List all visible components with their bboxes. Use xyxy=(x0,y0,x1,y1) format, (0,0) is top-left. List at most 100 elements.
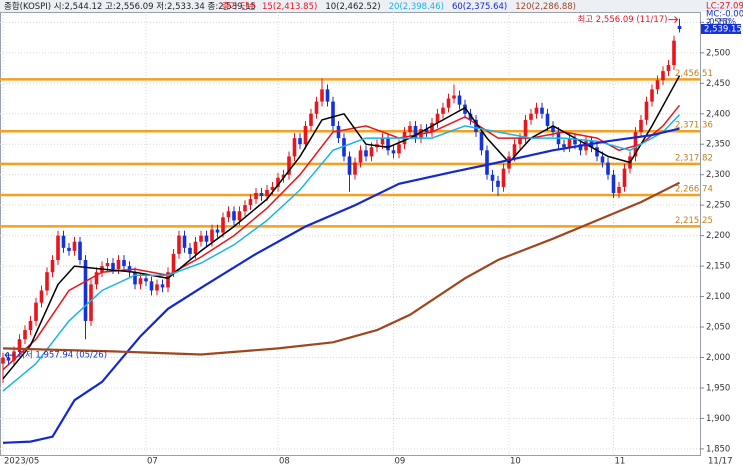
candle-body xyxy=(303,125,308,145)
y-tick-label: 2,350 xyxy=(706,140,730,150)
candle-body xyxy=(50,260,55,273)
y-tick-label: 2,000 xyxy=(706,353,730,363)
legend-entry: 120(2,286.88) xyxy=(515,2,576,12)
candle-body xyxy=(677,25,682,29)
legend-entry: 10(2,462.52) xyxy=(325,2,380,12)
candle-body xyxy=(94,272,99,285)
ma-line xyxy=(2,181,680,356)
candle-body xyxy=(83,260,88,321)
candle-body xyxy=(171,253,176,273)
candle-body xyxy=(446,98,451,108)
candle-body xyxy=(611,174,616,193)
candle-body xyxy=(67,247,71,251)
legend-entry: 60(2,375.64) xyxy=(452,2,507,12)
candle-body xyxy=(298,138,302,145)
high-note: 최고 2,556.09 (11/17) xyxy=(577,14,667,25)
y-tick-label: 2,200 xyxy=(706,231,730,241)
candle-body xyxy=(501,168,506,187)
candle-body xyxy=(463,104,467,114)
candle-body xyxy=(243,205,247,212)
candle-body xyxy=(259,192,264,197)
candle-body xyxy=(78,241,82,261)
candle-body xyxy=(529,113,533,120)
candle-body xyxy=(413,125,418,139)
y-tick-label: 2,500 xyxy=(706,48,730,58)
candle-body xyxy=(496,180,500,187)
support-label: 2,266.74 xyxy=(675,184,713,194)
candle-body xyxy=(441,107,445,114)
x-tick-label: 09 xyxy=(395,457,406,467)
candle-body xyxy=(518,138,522,145)
candle-body xyxy=(424,128,429,133)
candle-body xyxy=(540,107,544,114)
candle-body xyxy=(430,122,434,133)
candle-body xyxy=(177,235,181,254)
candle-body xyxy=(215,229,220,233)
candle-body xyxy=(551,125,555,133)
candle-body xyxy=(567,138,572,148)
x-tick-label: 07 xyxy=(147,457,158,467)
candle-body xyxy=(562,144,566,148)
x-tick-label: 2023/05 xyxy=(4,457,39,467)
candle-body xyxy=(644,101,649,120)
candle-body xyxy=(39,290,44,303)
y-tick-label: 1,950 xyxy=(706,383,730,393)
corner-label: LC:27.09 xyxy=(706,2,743,12)
candle-body xyxy=(342,138,346,157)
support-label: 2,456.51 xyxy=(675,69,713,79)
candle-body xyxy=(144,278,148,282)
candle-body xyxy=(369,147,374,157)
candle-body xyxy=(320,89,324,102)
candle-body xyxy=(111,263,115,270)
candle-body xyxy=(210,229,214,242)
candle-body xyxy=(485,150,489,175)
candle-body xyxy=(325,89,330,102)
legend-entry: 15(2,413.85) xyxy=(262,2,317,12)
candle-body xyxy=(28,320,33,331)
y-tick-label: 2,400 xyxy=(706,109,730,119)
candle-body xyxy=(672,40,676,66)
candle-body xyxy=(474,119,478,133)
candle-body xyxy=(655,80,660,90)
candle-body xyxy=(34,302,38,321)
ma-line xyxy=(2,114,681,392)
candle-body xyxy=(545,113,550,126)
y-tick-label: 2,550 xyxy=(706,18,730,28)
candle-body xyxy=(287,156,291,175)
candle-body xyxy=(364,150,368,157)
candle-body xyxy=(512,144,517,157)
candle-body xyxy=(12,351,16,361)
candle-body xyxy=(199,235,203,242)
high-arrow xyxy=(668,16,679,24)
candle-body xyxy=(193,241,198,254)
candle-body xyxy=(122,260,126,267)
legend-entry: 20(2,398.46) xyxy=(389,2,444,12)
candle-body xyxy=(650,89,654,102)
candle-body xyxy=(617,186,621,193)
candle-body xyxy=(479,132,484,151)
candle-body xyxy=(89,284,93,321)
candle-body xyxy=(452,95,456,99)
candle-body xyxy=(622,168,627,187)
candle-body xyxy=(116,260,121,270)
candle-body xyxy=(254,192,258,200)
candle-body xyxy=(281,174,286,178)
candle-body xyxy=(1,357,5,364)
candle-body xyxy=(6,357,11,361)
y-tick-label: 1,900 xyxy=(706,414,730,424)
candle-body xyxy=(435,113,440,123)
candle-body xyxy=(358,150,363,163)
candle-body xyxy=(386,138,390,151)
candle-body xyxy=(661,71,665,81)
low-arrow xyxy=(4,351,15,359)
candle-body xyxy=(573,138,577,145)
y-tick-label: 2,050 xyxy=(706,323,730,333)
candle-body xyxy=(265,189,269,197)
candle-body xyxy=(105,263,110,267)
candle-body xyxy=(182,235,187,248)
candle-body xyxy=(61,235,66,248)
candle-body xyxy=(391,150,396,154)
candle-body xyxy=(397,144,401,154)
